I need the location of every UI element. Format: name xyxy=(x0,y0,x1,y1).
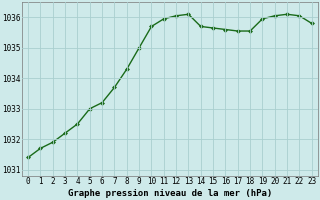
X-axis label: Graphe pression niveau de la mer (hPa): Graphe pression niveau de la mer (hPa) xyxy=(68,189,272,198)
